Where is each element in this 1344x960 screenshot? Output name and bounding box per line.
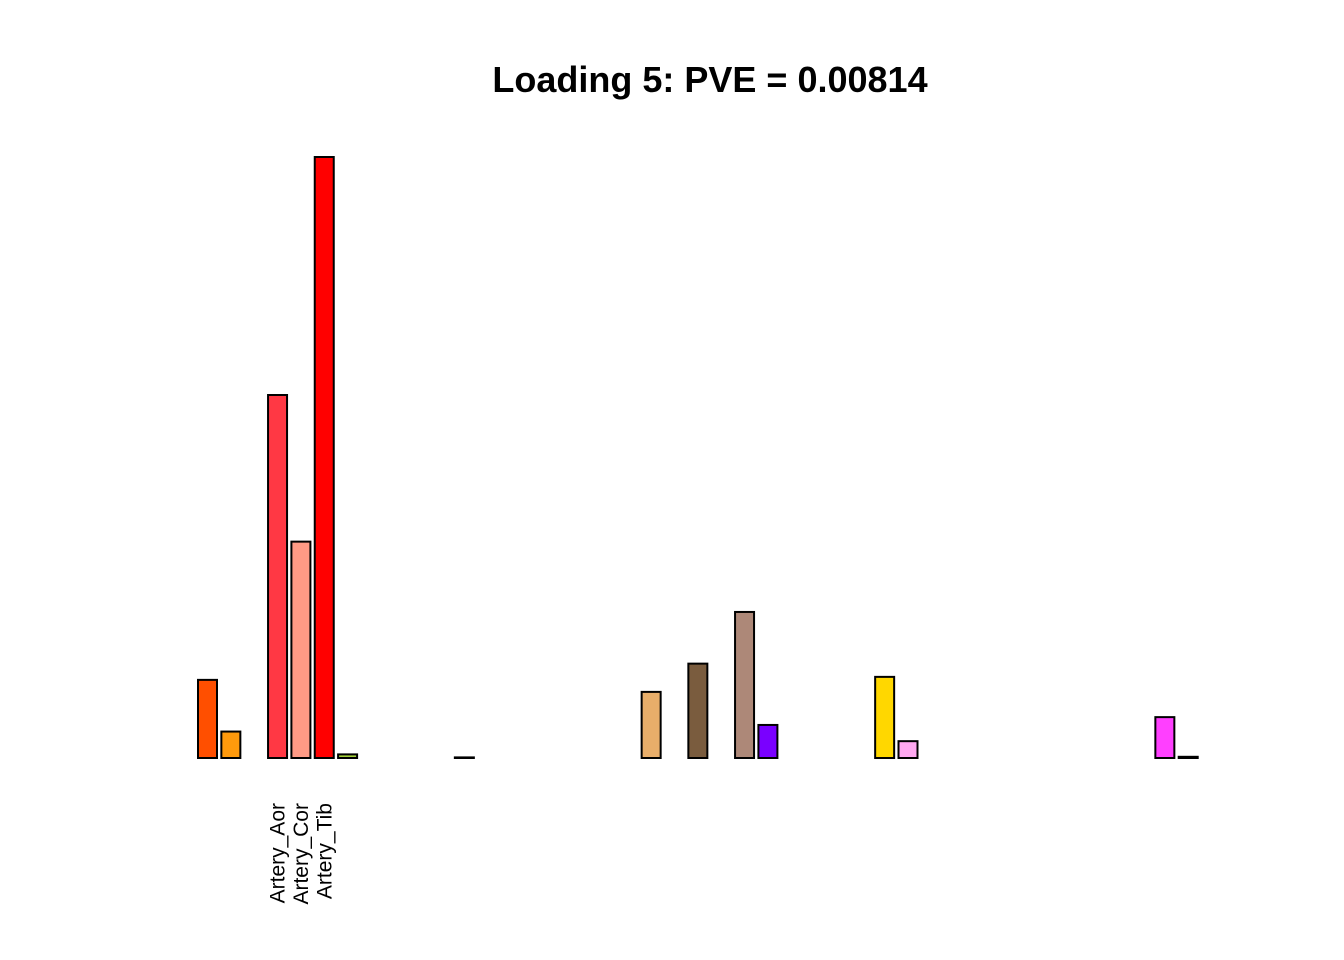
bar-5: [313, 156, 335, 759]
bar-23: [734, 610, 756, 760]
bar-6: [337, 753, 359, 760]
bar-29: [874, 675, 896, 760]
bar-4: [290, 540, 312, 760]
tick-label-4: Artery_Cor: [290, 803, 313, 905]
tick-label-5: Artery_Tib: [313, 803, 336, 899]
bar-21: [687, 662, 709, 760]
tick-labels-group: Artery_Aor Artery_Cor Artery_Tib: [267, 803, 337, 905]
bar-24: [757, 723, 779, 760]
chart-title: Loading 5: PVE = 0.00814: [492, 59, 927, 100]
bar-3: [267, 394, 289, 759]
bar-0: [197, 678, 218, 759]
bar-19: [640, 690, 662, 760]
bar-41: [1154, 716, 1176, 760]
bar-1: [220, 730, 242, 759]
bars-group: [197, 156, 1199, 760]
bar-42: [1177, 755, 1199, 759]
bar-11: [453, 756, 475, 760]
bar-30: [897, 740, 919, 759]
tick-label-3: Artery_Aor: [267, 803, 290, 903]
